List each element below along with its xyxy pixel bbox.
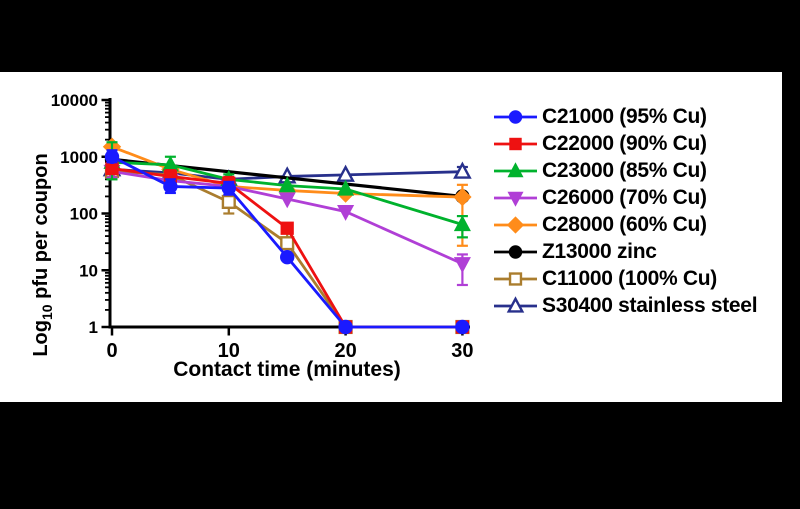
circle-marker <box>104 149 120 164</box>
square-marker <box>508 271 523 286</box>
legend-marker-diamond-icon <box>494 215 537 234</box>
circle-marker <box>508 244 523 259</box>
y-tick-label: 100 <box>70 205 98 224</box>
y-axis-title-rest: pfu per coupon <box>30 153 52 304</box>
y-tick-label: 10000 <box>51 91 98 110</box>
legend-label: S30400 stainless steel <box>542 293 758 317</box>
y-tick-label: 1000 <box>60 148 98 167</box>
circle-marker <box>455 319 470 335</box>
circle-marker <box>280 249 295 265</box>
axes: 10000 1000 100 10 10 10 20 30 <box>51 91 474 362</box>
legend-marker-square-icon <box>494 271 537 286</box>
legend-label: C28000 (60% Cu) <box>542 212 707 236</box>
series-line <box>111 170 463 266</box>
diamond-marker <box>453 187 472 207</box>
legend-marker-circle-icon <box>494 109 537 124</box>
triangle-up-marker <box>278 176 296 193</box>
triangle-up-marker <box>453 215 471 232</box>
chart-canvas: Log10 pfu per coupon Contact time (minut… <box>30 91 474 381</box>
y-axis-title: Log10 pfu per coupon <box>30 153 55 356</box>
x-tick-label: 20 <box>334 340 356 362</box>
legend-marker-triangle-up-icon <box>494 161 537 177</box>
y-tick-label: 1 <box>89 318 98 337</box>
figure-panel: Log10 pfu per coupon Contact time (minut… <box>0 72 782 402</box>
chart-legend: C21000 (95% Cu) C22000 (90% Cu) C23000 (85… <box>492 103 758 319</box>
square-marker <box>105 161 119 176</box>
circle-marker <box>338 319 353 335</box>
triangle-up-marker <box>506 295 525 313</box>
legend-item-c11000: C11000 (100% Cu) <box>492 265 757 292</box>
legend-label: Z13000 zinc <box>542 239 657 263</box>
legend-marker-square-icon <box>494 137 537 150</box>
triangle-up-marker <box>507 161 524 177</box>
legend-marker-triangle-down-icon <box>494 191 537 207</box>
square-marker <box>509 137 522 150</box>
legend-item-z13000: Z13000 zinc <box>492 238 757 265</box>
square-marker <box>280 221 294 235</box>
legend-item-c22000: C22000 (90% Cu) <box>492 130 757 157</box>
legend-label: C26000 (70% Cu) <box>542 185 707 209</box>
diamond-marker <box>506 215 525 234</box>
triangle-up-marker <box>453 161 472 179</box>
x-tick-label: 30 <box>451 340 473 362</box>
legend-item-c26000: C26000 (70% Cu) <box>492 184 757 211</box>
series-line <box>111 160 463 226</box>
circle-marker <box>221 180 236 196</box>
x-tick-label: 10 <box>218 340 240 362</box>
legend-marker-triangle-up-icon <box>494 295 537 313</box>
square-marker <box>280 236 295 251</box>
legend-item-c21000: C21000 (95% Cu) <box>492 103 757 130</box>
triangle-down-marker <box>278 192 296 209</box>
triangle-down-marker <box>337 204 355 221</box>
series-c21000 <box>104 149 470 335</box>
square-marker <box>221 194 236 209</box>
triangle-down-marker <box>453 257 471 274</box>
circle-marker <box>163 179 178 194</box>
legend-label: C22000 (90% Cu) <box>542 131 707 155</box>
legend-label: C23000 (85% Cu) <box>542 158 707 182</box>
series-line <box>111 167 463 181</box>
legend-item-s30400: S30400 stainless steel <box>492 292 758 319</box>
x-axis-title: Contact time (minutes) <box>173 358 401 381</box>
legend-item-c28000: C28000 (60% Cu) <box>492 211 757 238</box>
x-tick-label: 0 <box>106 340 117 362</box>
legend-label: C11000 (100% Cu) <box>542 266 717 290</box>
triangle-down-marker <box>507 191 524 207</box>
legend-item-c23000: C23000 (85% Cu) <box>492 157 757 184</box>
legend-label: C21000 (95% Cu) <box>542 104 707 128</box>
legend-marker-circle-icon <box>494 244 537 259</box>
circle-marker <box>508 109 523 124</box>
series-line <box>111 155 463 329</box>
y-axis-title-log: Log <box>30 320 52 357</box>
triangle-up-marker <box>337 179 355 196</box>
data-series <box>102 137 472 335</box>
y-axis-title-sub: 10 <box>39 304 55 320</box>
y-tick-label: 10 <box>79 261 98 280</box>
